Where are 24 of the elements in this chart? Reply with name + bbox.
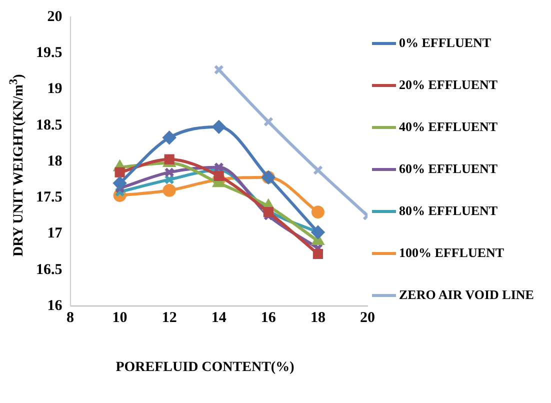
x-tick-label: 20 xyxy=(360,310,375,326)
y-tick-label: 19.5 xyxy=(36,45,62,61)
x-tick-label: 12 xyxy=(162,310,177,326)
y-tick-label: 19 xyxy=(47,81,62,98)
legend-label: 100% EFFLUENT xyxy=(399,245,504,261)
x-tick-label: 14 xyxy=(211,310,227,326)
y-tick-label: 20 xyxy=(47,8,62,25)
legend-label: 80% EFFLUENT xyxy=(399,203,498,219)
y-tick-label: 17 xyxy=(47,226,63,242)
x-tick-label: 18 xyxy=(310,310,326,326)
x-axis-title: POREFLUID CONTENT(%) xyxy=(114,360,296,376)
legend-label: 40% EFFLUENT xyxy=(399,119,498,135)
legend-label: 60% EFFLUENT xyxy=(399,161,498,177)
y-tick-label: 17.5 xyxy=(36,190,62,206)
legend-label: ZERO AIR VOID LINE xyxy=(399,287,534,303)
x-tick-label: 8 xyxy=(66,310,74,326)
y-tick-label: 18 xyxy=(47,153,62,170)
y-tick-label: 18.5 xyxy=(36,117,62,134)
y-tick-label: 16 xyxy=(47,298,63,314)
y-tick-label: 16.5 xyxy=(36,262,62,278)
legend-label: 0% EFFLUENT xyxy=(399,35,492,51)
legend-label: 20% EFFLUENT xyxy=(399,77,498,93)
x-tick-label: 10 xyxy=(112,310,128,326)
x-tick-label: 16 xyxy=(260,310,276,326)
